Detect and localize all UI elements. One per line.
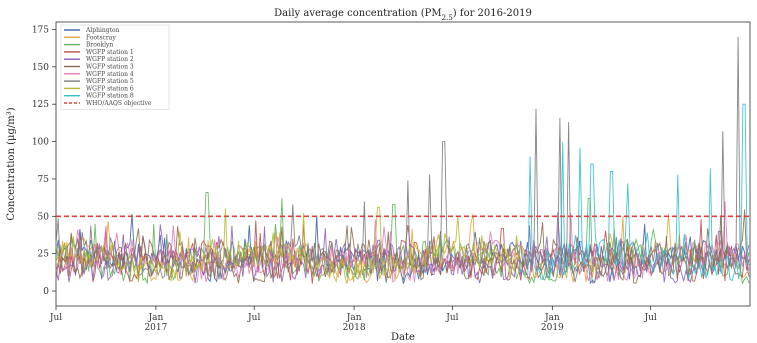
x-axis-title: Date [391, 332, 415, 343]
x-tick-label: Jan [148, 313, 164, 323]
legend-label: Brooklyn [86, 42, 113, 49]
x-tick-label: Jul [445, 313, 458, 323]
x-tick-label: Jul [49, 313, 62, 323]
title-suffix: ) for 2016-2019 [453, 8, 532, 19]
y-tick-label: 175 [32, 25, 49, 35]
chart-title: Daily average concentration (PM2.5) for … [274, 8, 532, 22]
title-subscript: 2.5 [442, 14, 453, 22]
y-tick-label: 100 [32, 138, 49, 148]
series-line-wgfp-station-4 [55, 201, 750, 283]
legend-label: WGFP station 8 [86, 93, 134, 100]
x-tick-year-label: 2019 [541, 323, 564, 333]
legend-label: WGFP station 1 [86, 49, 134, 56]
legend-label: WGFP station 2 [86, 56, 134, 63]
y-axis-title: Concentration (μg/m³) [6, 107, 17, 220]
y-tick-label: 0 [43, 287, 49, 297]
x-tick-year-label: 2018 [343, 323, 366, 333]
series-line-wgfp-station-5 [55, 36, 750, 284]
y-tick-label: 125 [32, 100, 49, 110]
y-tick-label: 150 [32, 63, 49, 73]
legend-label: WGFP station 3 [86, 64, 134, 71]
x-tick-year-label: 2017 [144, 323, 167, 333]
y-tick-label: 75 [38, 175, 50, 185]
x-tick-label: Jan [346, 313, 362, 323]
legend-label: WGFP station 4 [86, 71, 134, 78]
series-line-wgfp-station-8 [518, 103, 750, 282]
x-tick-label: Jul [247, 313, 260, 323]
legend-label: WHO/AAQS objective [86, 100, 152, 107]
y-tick-label: 50 [38, 212, 50, 222]
y-tick-label: 25 [38, 250, 50, 260]
series-line-wgfp-station-6 [55, 206, 526, 284]
plot-frame [55, 21, 751, 307]
y-axis: 0 25 50 75 100 125 150 175 [32, 25, 56, 297]
legend-label: WGFP station 6 [86, 85, 134, 92]
x-tick-label: Jul [643, 313, 656, 323]
x-tick-label: Jan [544, 313, 560, 323]
series-layer [55, 36, 750, 286]
legend-label: Footscray [86, 34, 116, 41]
legend-label: WGFP station 5 [86, 78, 134, 85]
legend-label: Alphington [85, 27, 120, 34]
